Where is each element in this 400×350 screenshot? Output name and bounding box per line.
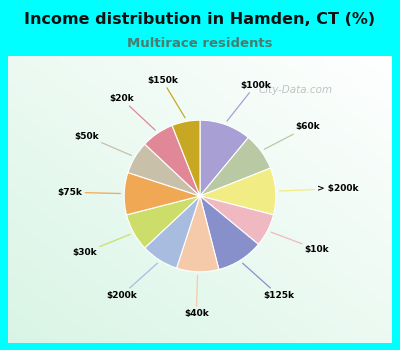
Wedge shape [145, 126, 200, 196]
Text: $125k: $125k [243, 263, 294, 300]
Text: $150k: $150k [147, 76, 185, 118]
Text: Multirace residents: Multirace residents [127, 37, 273, 50]
Wedge shape [128, 144, 200, 196]
Text: $40k: $40k [184, 275, 209, 318]
Wedge shape [200, 196, 258, 270]
Text: $20k: $20k [109, 94, 155, 130]
Wedge shape [126, 196, 200, 248]
Text: $100k: $100k [227, 81, 270, 121]
Wedge shape [200, 138, 270, 196]
Wedge shape [176, 196, 219, 272]
Text: City-Data.com: City-Data.com [259, 85, 333, 96]
Text: $200k: $200k [106, 263, 157, 300]
Text: > $200k: > $200k [280, 184, 359, 193]
Text: $10k: $10k [271, 232, 329, 254]
Wedge shape [200, 120, 248, 196]
Wedge shape [145, 196, 200, 268]
Wedge shape [172, 120, 200, 196]
Wedge shape [200, 168, 276, 215]
Text: $30k: $30k [72, 234, 130, 257]
Text: $75k: $75k [58, 188, 120, 197]
Text: $50k: $50k [74, 132, 132, 155]
Wedge shape [124, 173, 200, 215]
Text: Income distribution in Hamden, CT (%): Income distribution in Hamden, CT (%) [24, 12, 376, 27]
Wedge shape [200, 196, 274, 244]
Text: $60k: $60k [264, 122, 320, 149]
